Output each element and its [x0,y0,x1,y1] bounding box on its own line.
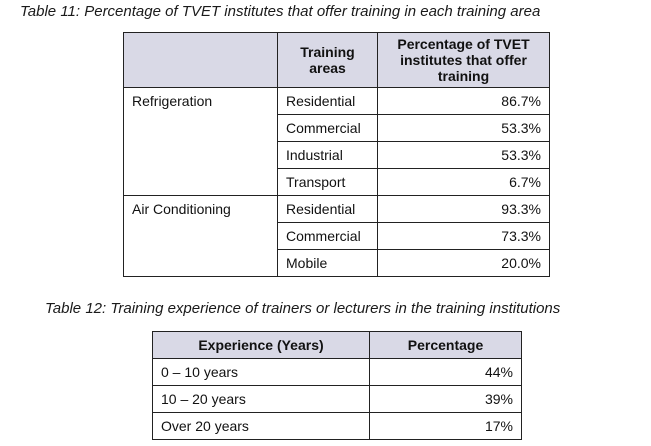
percentage-cell: 20.0% [377,249,550,277]
training-area-cell: Residential [277,87,378,115]
training-area-cell: Industrial [277,141,378,169]
percentage-cell: 53.3% [377,141,550,169]
table-row: Mobile 20.0% [124,249,550,277]
table-12: Experience (Years) Percentage 0 – 10 yea… [152,331,522,440]
header-blank-cell [123,32,278,88]
training-area-cell: Mobile [277,249,378,277]
percentage-cell: 73.3% [377,222,550,250]
percentage-cell: 93.3% [377,195,550,223]
table-12-header-row: Experience (Years) Percentage [152,331,522,359]
table-row: Over 20 years 17% [152,412,522,440]
table-row: Air Conditioning Residential 93.3% [123,195,550,277]
table-11: Training areas Percentage of TVET instit… [123,32,550,277]
training-area-cell: Transport [277,168,378,196]
table-11-header-row: Training areas Percentage of TVET instit… [123,32,550,88]
training-area-cell: Commercial [277,222,378,250]
header-percentage: Percentage [369,331,522,359]
percentage-cell: 44% [369,358,522,386]
table-row: 0 – 10 years 44% [152,358,522,386]
table-11-caption: Table 11: Percentage of TVET institutes … [20,3,541,20]
percentage-cell: 6.7% [377,168,550,196]
group-air-conditioning: Air Conditioning [123,195,278,277]
table-row: 10 – 20 years 39% [152,385,522,413]
table-row: Refrigeration Residential 86.7% [123,87,550,196]
table-12-caption: Table 12: Training experience of trainer… [45,300,561,317]
experience-cell: Over 20 years [152,412,370,440]
experience-cell: 0 – 10 years [152,358,370,386]
training-area-cell: Commercial [277,114,378,142]
header-experience: Experience (Years) [152,331,370,359]
table-row: Commercial 73.3% [124,222,550,250]
table-row: Transport 6.7% [124,168,550,196]
percentage-cell: 86.7% [377,87,550,115]
percentage-cell: 17% [369,412,522,440]
table-row: Industrial 53.3% [124,141,550,169]
header-percentage: Percentage of TVET institutes that offer… [377,32,550,88]
header-training-areas: Training areas [277,32,378,88]
percentage-cell: 39% [369,385,522,413]
table-row: Commercial 53.3% [124,114,550,142]
training-area-cell: Residential [277,195,378,223]
experience-cell: 10 – 20 years [152,385,370,413]
group-refrigeration: Refrigeration [123,87,278,196]
percentage-cell: 53.3% [377,114,550,142]
